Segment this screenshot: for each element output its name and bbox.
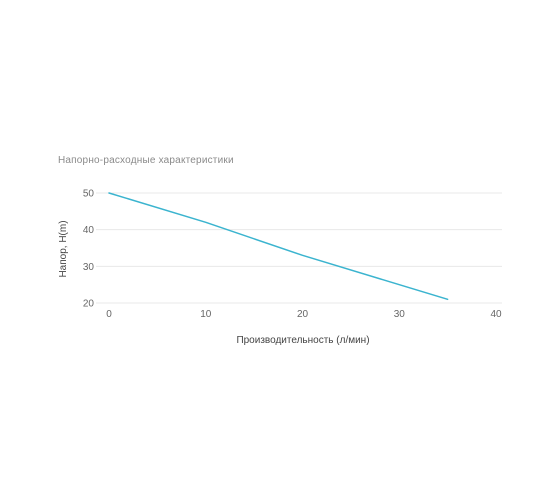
x-tick-label: 30 xyxy=(394,309,406,320)
x-axis-ticks: 0 10 20 30 40 xyxy=(106,309,502,320)
x-tick-label: 0 xyxy=(106,309,112,320)
y-tick-label: 50 xyxy=(83,189,95,200)
y-tick-label: 40 xyxy=(83,225,95,236)
grid xyxy=(96,192,502,304)
x-tick-label: 40 xyxy=(490,309,502,320)
y-tick-label: 20 xyxy=(83,299,95,310)
y-axis-ticks: 20 30 40 50 xyxy=(83,189,95,310)
y-tick-label: 30 xyxy=(83,262,95,273)
chart-title: Напорно-расходные характеристики xyxy=(58,155,234,166)
x-axis-label: Производительность (л/мин) xyxy=(236,335,369,346)
y-axis-label: Напор, H(m) xyxy=(58,220,69,277)
series-line-0 xyxy=(108,192,449,301)
series-group xyxy=(108,192,449,301)
x-tick-label: 20 xyxy=(297,309,309,320)
x-tick-label: 10 xyxy=(200,309,212,320)
